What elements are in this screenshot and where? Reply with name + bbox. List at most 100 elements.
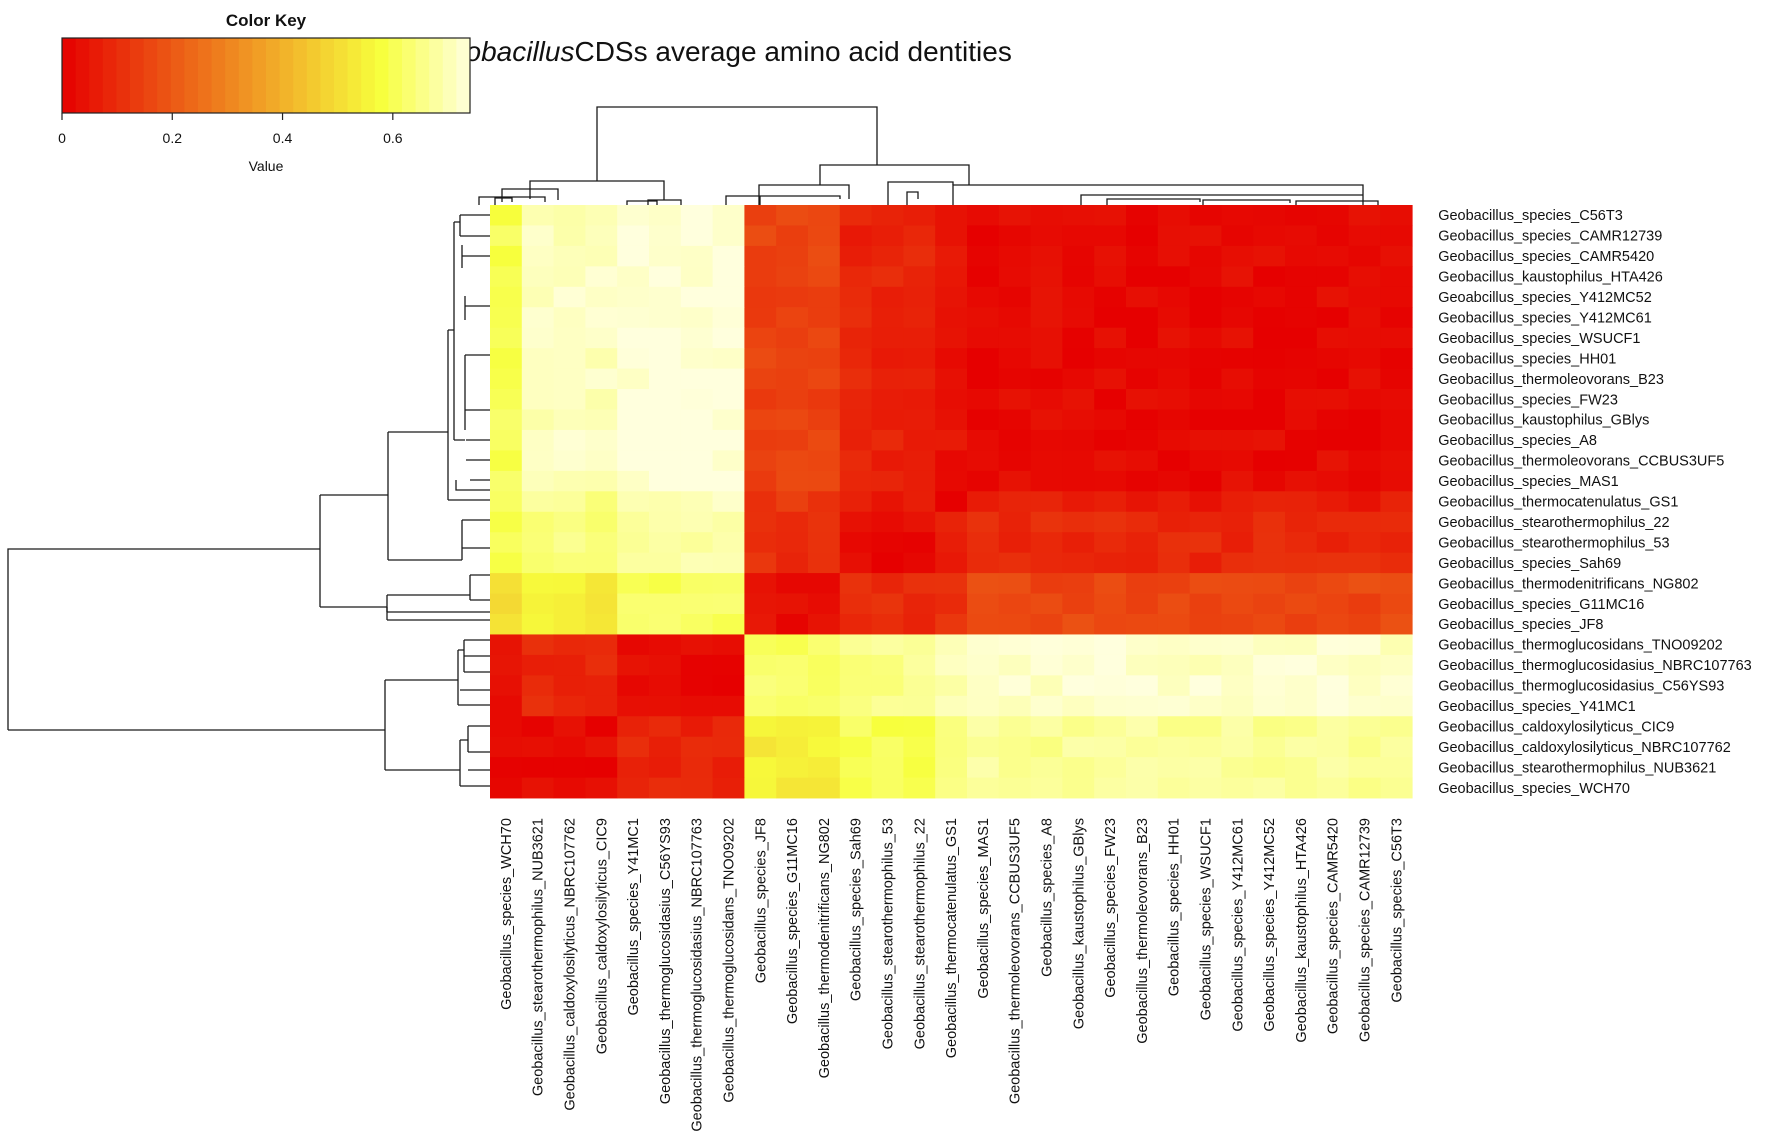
heatmap-cell bbox=[1030, 654, 1063, 676]
heatmap-cell bbox=[649, 205, 682, 226]
heatmap-cell bbox=[1380, 450, 1413, 472]
heatmap-cell bbox=[871, 757, 904, 778]
heatmap-cell bbox=[839, 777, 872, 799]
heatmap-cell bbox=[1094, 225, 1127, 247]
heatmap-cell bbox=[808, 470, 841, 492]
column-label: Geobacillus_species_G11MC16 bbox=[785, 818, 801, 1024]
heatmap-cell bbox=[1062, 327, 1095, 349]
heatmap-cell bbox=[1157, 307, 1190, 329]
heatmap-cell bbox=[1348, 348, 1381, 369]
heatmap-cell bbox=[776, 552, 809, 574]
heatmap-cell bbox=[1285, 695, 1318, 717]
heatmap-cell bbox=[998, 491, 1031, 513]
heatmap-cell bbox=[585, 470, 618, 492]
heatmap-cell bbox=[871, 593, 904, 615]
heatmap-cell bbox=[649, 716, 682, 738]
heatmap-cell bbox=[839, 614, 872, 635]
heatmap-cell bbox=[712, 225, 745, 247]
heatmap-cell bbox=[1126, 634, 1159, 656]
heatmap-cell bbox=[744, 286, 777, 308]
heatmap-cell bbox=[617, 757, 650, 778]
heatmap-cell bbox=[649, 532, 682, 554]
heatmap-cell bbox=[1316, 511, 1349, 533]
heatmap-cell bbox=[1316, 225, 1349, 247]
heatmap-cell bbox=[1189, 573, 1222, 594]
heatmap-cell bbox=[1126, 675, 1159, 697]
heatmap-cell bbox=[967, 491, 1000, 513]
row-label: Geobacillus_thermoglucosidasius_NBRC1077… bbox=[1438, 658, 1752, 674]
heatmap-cell bbox=[1157, 429, 1190, 451]
color-key-swatch bbox=[266, 38, 281, 113]
heatmap-cell bbox=[1253, 654, 1286, 676]
heatmap-cell bbox=[1062, 368, 1095, 390]
heatmap-cell bbox=[871, 491, 904, 513]
heatmap-cell bbox=[1285, 368, 1318, 390]
heatmap-cell bbox=[1126, 307, 1159, 329]
heatmap-cell bbox=[744, 307, 777, 329]
heatmap-cell bbox=[998, 593, 1031, 615]
heatmap-cell bbox=[712, 634, 745, 656]
heatmap-cell bbox=[649, 450, 682, 472]
heatmap-cell bbox=[871, 327, 904, 349]
column-label: Geobacillus_species_C56T3 bbox=[1389, 818, 1405, 1003]
heatmap-cell bbox=[871, 266, 904, 288]
column-label: Geobacillus_species_CAMR12739 bbox=[1358, 818, 1374, 1042]
heatmap-cell bbox=[617, 450, 650, 472]
heatmap-cell bbox=[712, 429, 745, 451]
column-label: Geobacillus_stearothermophilus_22 bbox=[912, 818, 928, 1049]
heatmap-cell bbox=[680, 409, 713, 431]
heatmap-cell bbox=[712, 245, 745, 267]
heatmap-cell bbox=[1030, 429, 1063, 451]
heatmap-cell bbox=[1094, 470, 1127, 492]
heatmap-cell bbox=[649, 225, 682, 247]
heatmap-cell bbox=[839, 716, 872, 738]
heatmap-cell bbox=[712, 716, 745, 738]
heatmap-cell bbox=[1157, 777, 1190, 799]
heatmap-cell bbox=[776, 654, 809, 676]
heatmap-cell bbox=[1348, 593, 1381, 615]
heatmap-cell bbox=[967, 409, 1000, 431]
heatmap-cell bbox=[490, 532, 523, 554]
heatmap-cell bbox=[649, 307, 682, 329]
heatmap-cell bbox=[1062, 757, 1095, 778]
heatmap-cell bbox=[998, 286, 1031, 308]
heatmap-cell bbox=[1094, 654, 1127, 676]
heatmap-cell bbox=[1221, 573, 1254, 594]
heatmap-cell bbox=[1253, 614, 1286, 635]
heatmap-cell bbox=[1348, 409, 1381, 431]
heatmap-cell bbox=[1094, 634, 1127, 656]
heatmap-cell bbox=[712, 695, 745, 717]
heatmap-cell bbox=[839, 470, 872, 492]
heatmap-cell bbox=[712, 348, 745, 369]
heatmap-cell bbox=[935, 654, 968, 676]
heatmap-cell bbox=[490, 593, 523, 615]
color-key-swatch bbox=[415, 38, 430, 113]
column-label: Geobacillus_thermoglucosidasius_NBRC1077… bbox=[690, 818, 706, 1132]
heatmap-cell bbox=[1316, 777, 1349, 799]
heatmap-cell bbox=[776, 695, 809, 717]
heatmap-cell bbox=[680, 675, 713, 697]
row-dend-upper-a1 bbox=[447, 329, 470, 501]
heatmap-cell bbox=[1157, 409, 1190, 431]
column-label: Geobacillus_thermodenitrificans_NG802 bbox=[817, 818, 833, 1078]
heatmap-cell bbox=[776, 573, 809, 594]
heatmap-cell bbox=[1157, 716, 1190, 738]
heatmap-cell bbox=[776, 327, 809, 349]
heatmap-cell bbox=[1062, 675, 1095, 697]
heatmap-cell bbox=[680, 757, 713, 778]
heatmap-cell bbox=[744, 614, 777, 635]
heatmap-cell bbox=[553, 225, 586, 247]
heatmap-cell bbox=[808, 245, 841, 267]
heatmap-cell bbox=[1189, 368, 1222, 390]
heatmap-cell bbox=[1126, 614, 1159, 635]
heatmap-cell bbox=[744, 716, 777, 738]
heatmap-cell bbox=[935, 777, 968, 799]
heatmap-cell bbox=[585, 225, 618, 247]
heatmap-cell bbox=[1126, 593, 1159, 615]
heatmap-cell bbox=[1253, 266, 1286, 288]
heatmap-cell bbox=[1157, 573, 1190, 594]
heatmap-cell bbox=[808, 307, 841, 329]
row-dend-upper-d bbox=[386, 607, 490, 621]
heatmap-cell bbox=[998, 429, 1031, 451]
heatmap-cell bbox=[1157, 634, 1190, 656]
